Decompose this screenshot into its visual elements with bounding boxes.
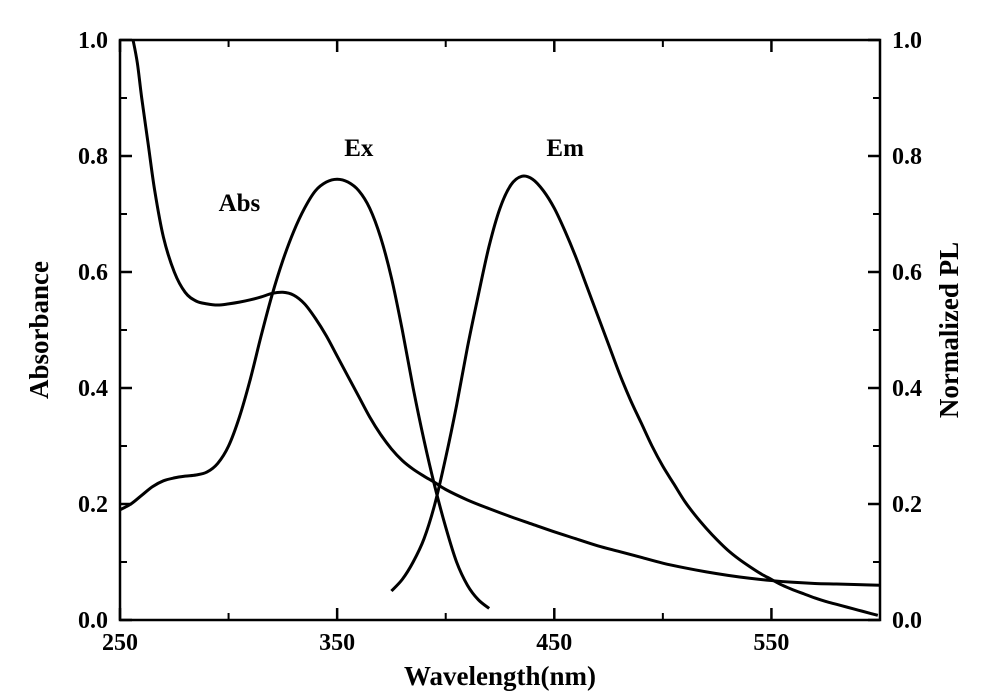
y-right-tick-label: 0.0 bbox=[892, 608, 922, 634]
series-label-abs: Abs bbox=[219, 190, 261, 217]
y-right-tick-label: 1.0 bbox=[892, 28, 922, 54]
curve-ex bbox=[120, 179, 489, 608]
x-tick-label: 350 bbox=[319, 630, 355, 656]
y-right-tick-label: 0.8 bbox=[892, 144, 922, 170]
y-right-tick-label: 0.6 bbox=[892, 260, 922, 286]
y-left-tick-label: 0.2 bbox=[78, 492, 108, 518]
y-right-tick-label: 0.2 bbox=[892, 492, 922, 518]
chart-container: 2503504505500.00.20.40.60.81.00.00.20.40… bbox=[0, 0, 1000, 700]
y-left-tick-label: 0.8 bbox=[78, 144, 108, 170]
curve-em bbox=[391, 176, 877, 615]
curve-abs bbox=[122, 0, 880, 585]
x-axis-label: Wavelength(nm) bbox=[404, 661, 596, 691]
series-label-ex: Ex bbox=[344, 135, 374, 162]
y-left-tick-label: 0.6 bbox=[78, 260, 108, 286]
y-left-tick-label: 1.0 bbox=[78, 28, 108, 54]
x-tick-label: 550 bbox=[753, 630, 789, 656]
x-tick-label: 450 bbox=[536, 630, 572, 656]
y-left-tick-label: 0.0 bbox=[78, 608, 108, 634]
y-right-tick-label: 0.4 bbox=[892, 376, 922, 402]
y-left-tick-label: 0.4 bbox=[78, 376, 108, 402]
series-label-em: Em bbox=[546, 135, 584, 162]
y-right-axis-label: Normalized PL bbox=[934, 242, 964, 418]
spectra-chart: 2503504505500.00.20.40.60.81.00.00.20.40… bbox=[0, 0, 1000, 700]
y-left-axis-label: Absorbance bbox=[24, 261, 54, 399]
